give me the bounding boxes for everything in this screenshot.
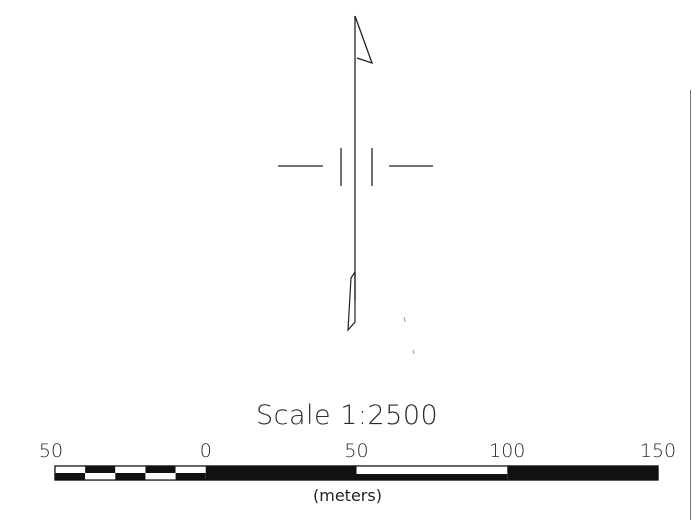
scale-bar-segment [55,473,86,480]
scale-bar-segment [205,466,357,473]
scale-title: Scale 1:2500 [256,400,439,431]
scale-bar-segment [507,473,658,480]
scale-bar-strip [356,472,508,474]
scale-bar-segment [85,473,116,480]
scale-bar-segment [175,466,206,473]
scale-bar-segment [507,466,658,473]
scale-unit-label: (meters) [313,486,382,505]
crosshair-marker-icon [278,148,433,186]
scale-bar-frame [54,465,659,481]
scale-bar-segment [145,473,176,480]
scale-tick-label: 50 [344,440,369,462]
page-edge-line [690,90,691,520]
scale-bar-segment [356,466,508,473]
scale-tick-label: 50 [38,440,64,462]
scale-tick-label: 0 [199,440,212,462]
scan-artifact [403,316,415,355]
scale-bar-segment [145,466,176,473]
scale-bar-segment [115,473,146,480]
scale-bar-segment [356,473,508,480]
scale-bar [54,465,659,481]
scale-tick-label: 150 [639,440,677,462]
scale-tick-label: 100 [489,440,526,462]
scale-bar-segment [205,473,357,480]
north-arrow-icon [354,15,374,300]
scale-bar-segment [115,466,146,473]
scale-bar-segment [175,473,206,480]
track-segment-icon [347,271,356,332]
scale-bar-segment [85,466,116,473]
scale-bar-segment [55,466,86,473]
